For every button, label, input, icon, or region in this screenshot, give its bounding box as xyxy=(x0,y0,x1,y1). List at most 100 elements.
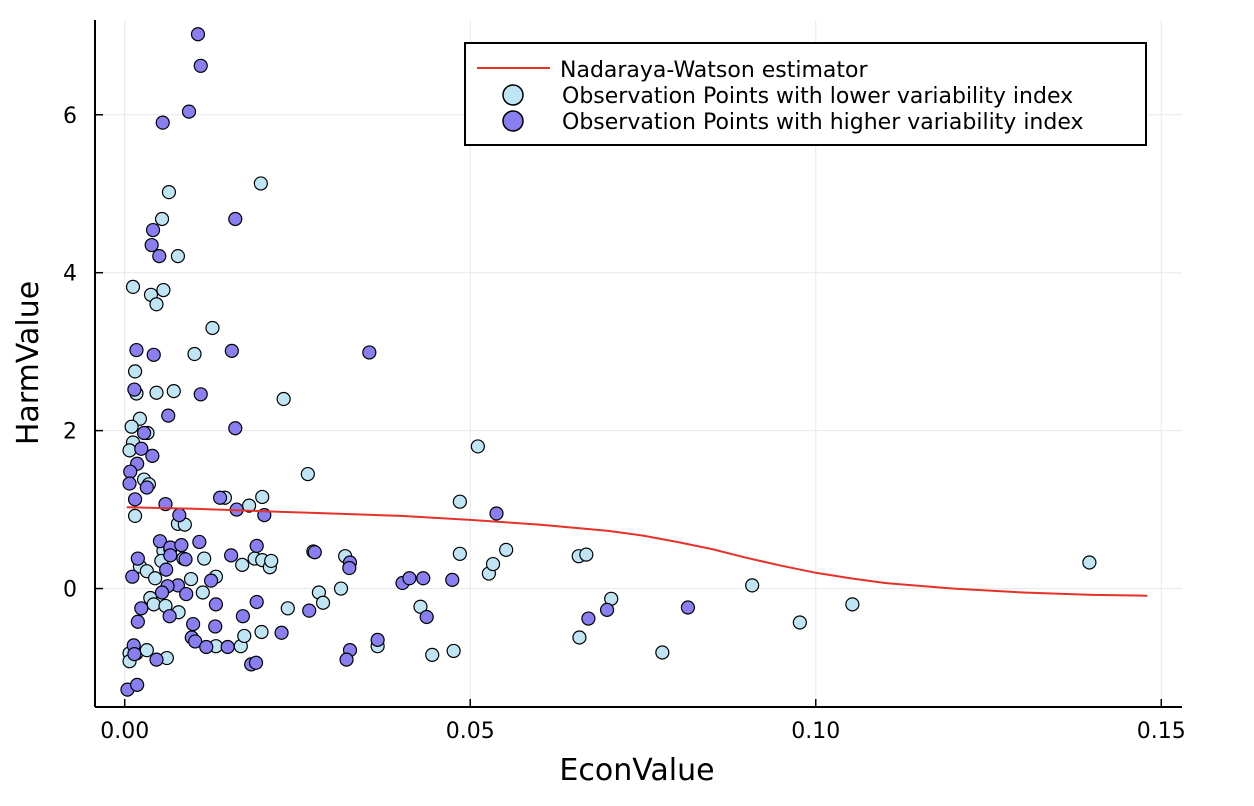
data-point xyxy=(162,609,177,624)
data-point xyxy=(253,176,268,191)
data-point xyxy=(208,597,224,612)
data-point xyxy=(581,611,596,626)
series-high-points xyxy=(120,27,696,697)
data-point xyxy=(242,498,257,513)
data-point xyxy=(122,476,137,491)
data-point xyxy=(149,385,164,400)
data-point xyxy=(228,421,243,436)
legend-box xyxy=(464,42,1147,146)
data-point xyxy=(264,553,279,569)
data-point xyxy=(127,508,143,524)
data-point xyxy=(280,601,295,616)
data-point xyxy=(146,347,161,362)
data-point xyxy=(144,237,159,253)
y-tick-label: 0 xyxy=(63,578,77,603)
data-point xyxy=(127,364,143,379)
data-point xyxy=(122,443,137,458)
data-point xyxy=(163,548,178,563)
data-point xyxy=(187,346,202,362)
y-axis-label: HarmValue xyxy=(11,281,46,445)
data-point xyxy=(845,597,860,612)
data-point xyxy=(152,249,167,264)
data-point xyxy=(139,643,154,658)
x-tick-label: 0.10 xyxy=(791,719,840,744)
legend-label-estimator: Nadaraya-Watson estimator xyxy=(560,58,869,83)
data-point xyxy=(300,466,315,482)
data-point xyxy=(155,115,170,130)
data-point xyxy=(197,551,212,566)
data-point xyxy=(123,464,138,479)
data-point xyxy=(136,425,152,441)
data-point xyxy=(195,585,210,600)
data-point xyxy=(212,490,228,505)
data-point xyxy=(205,320,220,336)
legend-high-marker xyxy=(502,110,524,132)
data-point xyxy=(249,538,264,554)
data-point xyxy=(237,628,252,644)
data-point xyxy=(333,581,349,596)
y-tick-label: 2 xyxy=(63,420,77,445)
data-point xyxy=(792,615,807,630)
y-tick-label: 6 xyxy=(63,104,77,129)
data-point xyxy=(127,382,142,397)
data-point xyxy=(129,342,144,358)
data-point xyxy=(302,603,317,618)
data-point xyxy=(485,556,501,572)
data-point xyxy=(445,572,460,587)
data-point xyxy=(179,586,194,602)
data-point xyxy=(362,345,377,360)
data-point xyxy=(579,547,594,562)
data-point xyxy=(174,538,189,553)
nadaraya-watson-line xyxy=(126,506,1148,597)
data-point xyxy=(416,571,431,586)
data-point xyxy=(124,419,139,434)
data-point xyxy=(130,551,145,566)
data-point xyxy=(1082,555,1097,570)
data-point xyxy=(370,632,385,647)
data-point xyxy=(161,185,177,200)
data-point xyxy=(161,408,176,423)
data-point xyxy=(342,560,357,576)
data-point xyxy=(419,609,434,625)
data-point xyxy=(446,643,461,659)
x-tick-label: 0.00 xyxy=(100,719,149,744)
series-low-points xyxy=(122,176,1097,669)
data-point xyxy=(152,534,168,549)
data-point xyxy=(188,634,203,649)
data-point xyxy=(127,646,142,662)
data-point xyxy=(224,548,239,563)
data-point xyxy=(125,279,141,295)
data-point xyxy=(172,508,187,523)
data-point xyxy=(130,614,145,629)
data-point xyxy=(130,677,145,692)
data-point xyxy=(249,594,264,610)
data-point xyxy=(228,211,243,227)
data-point xyxy=(170,249,186,264)
data-point xyxy=(134,601,149,616)
data-point xyxy=(154,211,170,227)
data-point xyxy=(489,506,504,521)
data-point xyxy=(572,630,587,645)
legend-label-low: Observation Points with lower variabilit… xyxy=(562,84,1073,109)
data-point xyxy=(402,571,417,586)
data-point xyxy=(315,595,331,610)
data-point xyxy=(178,552,193,567)
data-point xyxy=(148,571,163,586)
legend-low-marker xyxy=(502,84,524,106)
data-point xyxy=(146,597,161,612)
data-point xyxy=(220,639,235,655)
data-point xyxy=(149,297,164,312)
data-point xyxy=(307,545,322,560)
data-point xyxy=(276,391,291,407)
data-point xyxy=(274,625,289,640)
data-point xyxy=(192,534,207,550)
data-point xyxy=(154,585,170,600)
data-point xyxy=(183,571,199,587)
data-point xyxy=(255,489,270,505)
data-point xyxy=(248,655,264,670)
data-point xyxy=(235,557,250,572)
data-point xyxy=(208,619,223,634)
x-tick-label: 0.15 xyxy=(1137,719,1186,744)
data-point xyxy=(254,624,269,640)
legend: Nadaraya-Watson estimator Observation Po… xyxy=(464,42,1147,146)
